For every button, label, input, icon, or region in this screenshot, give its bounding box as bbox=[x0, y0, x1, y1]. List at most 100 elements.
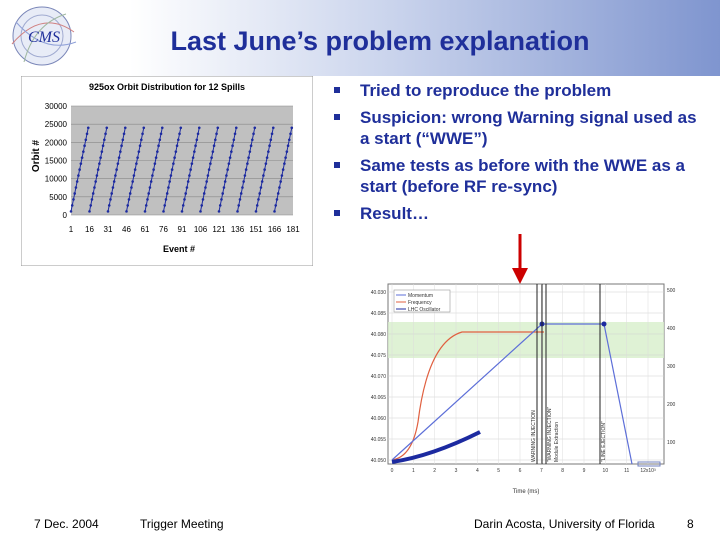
data-point bbox=[251, 138, 254, 142]
data-point bbox=[88, 210, 91, 213]
x-tick-label: 9 bbox=[583, 468, 586, 474]
data-point bbox=[226, 168, 229, 171]
bullet-text: Same tests as before with the WWE as a s… bbox=[360, 156, 685, 196]
data-point bbox=[275, 198, 279, 201]
chart2-plot-area bbox=[387, 283, 665, 465]
x-tick-label: 16 bbox=[85, 225, 94, 234]
legend-momentum: Momentum bbox=[408, 293, 433, 299]
arrow-down-icon bbox=[512, 268, 528, 284]
y-left-tick-label: 40.070 bbox=[371, 374, 387, 380]
x-tick-label: 121 bbox=[212, 225, 226, 234]
data-point bbox=[246, 162, 249, 165]
y-right-tick-label: 300 bbox=[667, 364, 676, 370]
data-point bbox=[135, 162, 138, 165]
data-point bbox=[270, 132, 274, 136]
end-marker bbox=[637, 461, 661, 467]
data-point bbox=[115, 168, 118, 171]
data-point bbox=[98, 162, 101, 165]
data-point bbox=[257, 198, 260, 201]
tolerance-band bbox=[388, 322, 664, 358]
x-tick-label: 5 bbox=[497, 468, 500, 474]
data-point bbox=[284, 156, 287, 159]
data-point bbox=[285, 150, 289, 153]
data-point bbox=[276, 192, 280, 195]
data-point bbox=[121, 138, 125, 142]
data-point bbox=[242, 180, 245, 183]
data-point bbox=[274, 204, 278, 207]
data-point bbox=[263, 168, 266, 171]
data-point bbox=[69, 210, 73, 213]
data-point bbox=[222, 186, 226, 189]
data-point bbox=[199, 210, 202, 213]
data-point bbox=[153, 162, 157, 165]
data-point bbox=[136, 156, 139, 159]
data-point bbox=[74, 186, 78, 189]
data-point bbox=[202, 192, 206, 195]
data-point bbox=[191, 156, 195, 159]
data-point bbox=[131, 180, 134, 183]
data-point bbox=[214, 138, 217, 142]
data-point bbox=[280, 174, 284, 177]
data-point bbox=[112, 180, 116, 183]
x-tick-label: 8 bbox=[561, 468, 564, 474]
data-point bbox=[132, 174, 136, 177]
slide-title: Last June’s problem explanation bbox=[170, 26, 590, 56]
data-point bbox=[80, 156, 84, 159]
annotation-module-extraction: Module Extraction bbox=[554, 422, 560, 462]
data-point bbox=[197, 126, 201, 130]
data-point bbox=[217, 210, 221, 213]
data-point bbox=[228, 156, 232, 159]
data-point bbox=[189, 168, 192, 171]
data-point bbox=[181, 204, 185, 207]
data-point bbox=[72, 198, 75, 201]
data-point bbox=[73, 192, 76, 195]
y-left-tick-label: 40.065 bbox=[371, 395, 387, 401]
data-point bbox=[174, 150, 178, 153]
data-point bbox=[142, 126, 146, 130]
data-point bbox=[109, 198, 112, 201]
chart1-xlabel: Event # bbox=[163, 244, 195, 254]
y-tick-label: 30000 bbox=[45, 102, 68, 111]
chart1-ylabel: Orbit # bbox=[31, 139, 42, 172]
data-point bbox=[101, 144, 105, 148]
data-point bbox=[244, 168, 248, 171]
data-point bbox=[123, 126, 127, 130]
y-right-tick-label: 200 bbox=[667, 402, 676, 408]
data-point bbox=[265, 156, 269, 159]
x-tick-label: 1 bbox=[412, 468, 415, 474]
data-point bbox=[184, 192, 187, 195]
data-point bbox=[180, 210, 184, 213]
data-point bbox=[143, 210, 147, 213]
y-tick-label: 15000 bbox=[45, 157, 68, 166]
data-point bbox=[188, 174, 191, 177]
y-tick-label: 20000 bbox=[45, 138, 68, 147]
data-point bbox=[220, 198, 223, 201]
data-point bbox=[162, 210, 165, 213]
data-point bbox=[247, 156, 250, 159]
data-point bbox=[79, 162, 83, 165]
data-point bbox=[149, 180, 153, 183]
x-tick-label: 0 bbox=[391, 468, 394, 474]
legend-oscillator: LHC Oscillator bbox=[408, 307, 441, 313]
data-point bbox=[110, 192, 113, 195]
data-point bbox=[164, 198, 168, 201]
bullet-icon bbox=[334, 210, 340, 216]
data-point bbox=[126, 204, 130, 207]
data-point bbox=[122, 132, 126, 136]
data-point bbox=[107, 204, 111, 207]
data-point bbox=[215, 132, 218, 136]
bullet-list: Tried to reproduce the problem Suspicion… bbox=[330, 80, 710, 230]
page-number: 8 bbox=[687, 517, 694, 531]
data-point bbox=[133, 168, 137, 171]
data-point bbox=[288, 138, 291, 142]
data-point bbox=[281, 168, 285, 171]
data-point bbox=[116, 162, 120, 165]
data-point bbox=[209, 162, 212, 165]
data-point bbox=[255, 204, 259, 207]
data-point bbox=[248, 150, 252, 153]
data-point bbox=[267, 150, 270, 153]
data-point bbox=[75, 180, 79, 183]
data-point bbox=[205, 180, 208, 183]
data-point bbox=[159, 132, 163, 136]
data-point bbox=[151, 174, 154, 177]
